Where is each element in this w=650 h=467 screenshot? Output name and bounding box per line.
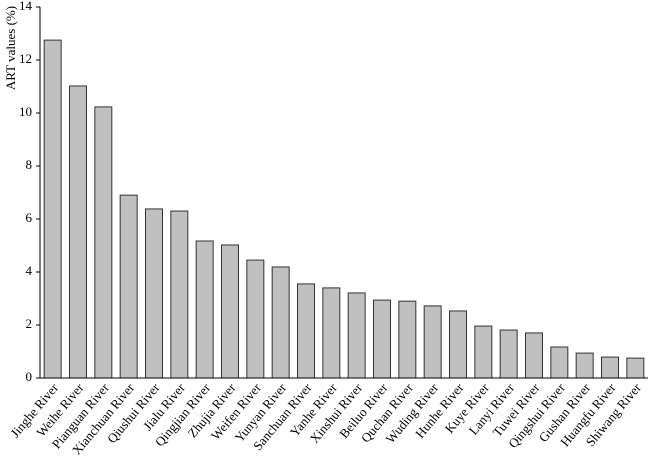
y-tick-label: 12 — [19, 51, 32, 66]
bar — [398, 300, 417, 379]
y-tick-label: 2 — [26, 316, 33, 331]
bar — [170, 210, 189, 379]
y-tick-label: 14 — [19, 0, 33, 13]
bar — [94, 106, 113, 379]
bar — [499, 329, 518, 379]
bar — [626, 357, 645, 379]
bar — [525, 332, 543, 379]
bar — [449, 310, 467, 379]
bar — [119, 194, 138, 379]
y-tick-label: 8 — [26, 157, 33, 172]
bar — [347, 292, 366, 379]
y-tick-label: 6 — [26, 210, 33, 225]
bar — [322, 287, 341, 379]
y-tick-label: 4 — [26, 263, 33, 278]
bar — [601, 356, 619, 379]
y-tick-label: 10 — [19, 104, 32, 119]
y-axis-label: ART values (%) — [3, 6, 18, 90]
bar — [145, 208, 163, 379]
y-tick-label: 0 — [26, 369, 33, 384]
bar — [69, 85, 87, 379]
bar — [43, 39, 62, 379]
bar — [575, 352, 594, 379]
bar — [271, 266, 290, 379]
bar — [423, 305, 442, 379]
bar — [373, 299, 391, 379]
bar — [221, 244, 239, 379]
bar — [246, 259, 265, 379]
bar — [195, 240, 214, 379]
bar — [474, 325, 493, 379]
bar — [297, 283, 315, 379]
bar — [550, 346, 569, 379]
